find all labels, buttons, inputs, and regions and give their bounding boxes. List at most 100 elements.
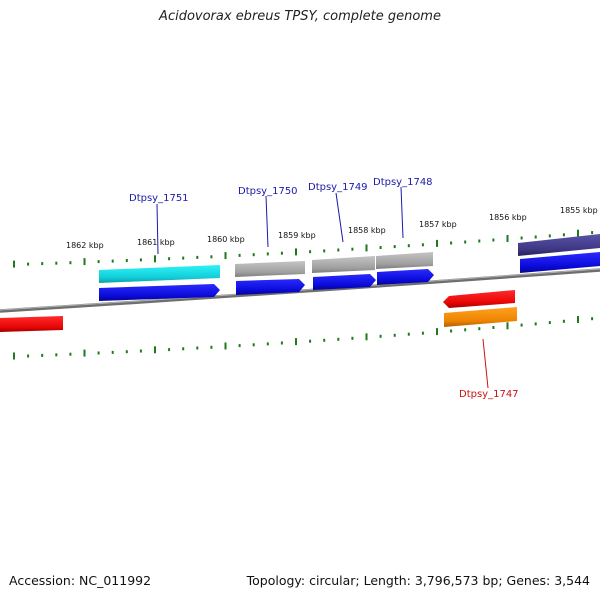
minor-tick <box>379 246 382 249</box>
leader-line-dtpsy-1747 <box>482 338 489 389</box>
minor-tick <box>407 332 410 336</box>
arrow-blue-right <box>520 252 600 273</box>
minor-tick <box>196 346 199 350</box>
tick-label-1859: 1859 kbp <box>278 231 316 240</box>
major-tick <box>506 322 509 330</box>
minor-tick <box>562 233 565 237</box>
minor-tick <box>125 259 128 262</box>
tick-label-1855: 1855 kbp <box>560 206 598 215</box>
minor-tick <box>168 348 171 352</box>
minor-tick <box>450 241 453 245</box>
minor-tick <box>478 327 481 331</box>
minor-tick <box>69 352 72 356</box>
minor-tick <box>393 333 396 337</box>
minor-tick <box>464 328 467 332</box>
major-tick <box>295 248 297 256</box>
inner-tick-ring <box>13 316 594 360</box>
major-tick <box>295 338 297 346</box>
minor-tick <box>548 234 551 238</box>
leader-line-dtpsy-1750 <box>265 195 269 248</box>
gene-label-dtpsy-1748: Dtpsy_1748 <box>373 177 433 188</box>
minor-tick <box>351 247 354 251</box>
minor-tick <box>492 326 495 329</box>
minor-tick <box>41 353 44 357</box>
leader-line-dtpsy-1749 <box>335 192 344 243</box>
major-tick <box>154 255 156 263</box>
minor-tick <box>238 344 241 348</box>
major-tick <box>13 352 15 360</box>
minor-tick <box>548 321 551 325</box>
arrow-red-left <box>0 316 63 332</box>
minor-tick <box>492 238 495 242</box>
minor-tick <box>55 261 58 265</box>
minor-tick <box>280 251 283 255</box>
minor-tick <box>351 336 354 340</box>
minor-tick <box>182 256 185 260</box>
minor-tick <box>337 248 340 252</box>
minor-tick <box>478 239 481 243</box>
minor-tick <box>266 252 269 256</box>
feature-orange-dtpsy-1747 <box>444 307 517 327</box>
accession-label: Accession: NC_011992 <box>9 573 152 588</box>
gene-label-dtpsy-1751: Dtpsy_1751 <box>129 193 189 204</box>
minor-tick <box>266 342 269 346</box>
minor-tick <box>379 334 382 338</box>
genome-backbone <box>0 268 600 313</box>
feature-cyan-dtpsy-1751 <box>99 265 220 283</box>
feature-navy-right <box>518 234 600 256</box>
major-tick <box>154 346 156 354</box>
minor-tick <box>534 322 537 326</box>
minor-tick <box>464 240 467 244</box>
feature-grey-dtpsy-1749 <box>312 256 375 273</box>
minor-tick <box>562 319 565 323</box>
minor-tick <box>111 350 114 354</box>
major-tick <box>83 349 86 357</box>
gene-label-dtpsy-1747: Dtpsy_1747 <box>459 389 519 400</box>
minor-tick <box>591 317 594 321</box>
arrow-blue-dtpsy-1749 <box>313 274 376 290</box>
minor-tick <box>139 258 142 262</box>
minor-tick <box>210 345 213 349</box>
outer-tick-ring <box>13 229 594 268</box>
minor-tick <box>421 243 424 247</box>
minor-tick <box>520 236 523 240</box>
tick-label-1857: 1857 kbp <box>419 220 457 229</box>
minor-tick <box>591 231 594 235</box>
minor-tick <box>125 350 128 354</box>
major-tick <box>506 235 509 242</box>
major-tick <box>224 252 227 260</box>
gene-label-dtpsy-1750: Dtpsy_1750 <box>238 186 298 197</box>
tick-label-1862: 1862 kbp <box>66 241 104 250</box>
minor-tick <box>421 331 424 335</box>
minor-tick <box>97 260 100 264</box>
minor-tick <box>111 259 114 263</box>
minor-tick <box>27 354 30 358</box>
arrow-blue-dtpsy-1751 <box>99 284 220 301</box>
minor-tick <box>323 249 326 253</box>
minor-tick <box>520 323 523 327</box>
arrow-blue-dtpsy-1748 <box>377 269 434 285</box>
minor-tick <box>280 341 283 345</box>
minor-tick <box>139 349 142 353</box>
minor-tick <box>41 262 44 266</box>
minor-tick <box>534 235 537 239</box>
feature-grey-dtpsy-1750 <box>235 261 305 277</box>
leader-line-dtpsy-1748 <box>400 186 404 239</box>
minor-tick <box>196 255 199 259</box>
major-tick <box>436 328 438 336</box>
major-tick <box>83 258 86 266</box>
minor-tick <box>309 250 312 254</box>
minor-tick <box>55 353 58 357</box>
minor-tick <box>407 244 410 248</box>
tick-label-1860: 1860 kbp <box>207 235 245 244</box>
tick-label-1858: 1858 kbp <box>348 226 386 235</box>
genome-summary: Topology: circular; Length: 3,796,573 bp… <box>246 573 590 588</box>
minor-tick <box>69 261 72 265</box>
major-tick <box>365 244 368 252</box>
arrow-red-dtpsy-1747 <box>443 290 515 308</box>
major-tick <box>365 333 368 341</box>
minor-tick <box>238 253 241 257</box>
genome-title: Acidovorax ebreus TPSY, complete genome <box>159 9 441 24</box>
minor-tick <box>252 343 255 347</box>
